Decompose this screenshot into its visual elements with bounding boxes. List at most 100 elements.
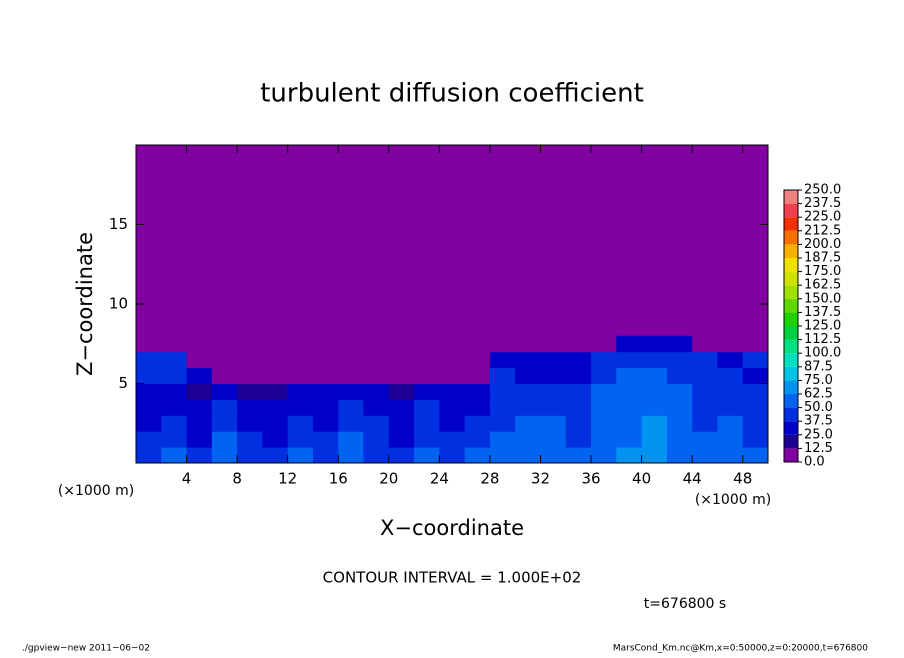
colorbar-label: 87.5 bbox=[804, 359, 833, 374]
field-cell bbox=[540, 431, 567, 448]
colorbar-label: 162.5 bbox=[804, 278, 841, 293]
field-cell bbox=[211, 335, 238, 353]
colorbar-swatch bbox=[784, 434, 798, 449]
field-cell bbox=[388, 335, 415, 353]
field-cell bbox=[464, 431, 491, 448]
field-cell bbox=[591, 335, 617, 353]
field-cell bbox=[312, 335, 339, 353]
field-cell bbox=[742, 415, 769, 432]
colorbar-swatch bbox=[784, 271, 798, 286]
field-cell bbox=[666, 399, 693, 416]
field-cell bbox=[717, 399, 744, 416]
field-cell bbox=[439, 431, 466, 448]
field-cell bbox=[692, 415, 718, 432]
field-cell bbox=[742, 447, 769, 464]
field-cell bbox=[616, 447, 643, 464]
field-cell bbox=[237, 383, 263, 400]
field-cell bbox=[515, 399, 541, 416]
field-cell bbox=[136, 351, 162, 369]
field-cell bbox=[312, 431, 339, 448]
field-cell bbox=[591, 447, 617, 464]
field-cell bbox=[388, 447, 415, 464]
field-cell bbox=[237, 431, 263, 448]
field-cell bbox=[312, 351, 339, 369]
field-cell bbox=[363, 383, 390, 400]
field-cell bbox=[666, 447, 693, 464]
field-cell bbox=[666, 383, 693, 400]
colorbar-label: 175.0 bbox=[804, 264, 841, 279]
field-cell bbox=[262, 351, 289, 369]
field-cell bbox=[591, 399, 617, 416]
y-tick-label: 5 bbox=[118, 374, 128, 392]
field-cell bbox=[338, 399, 365, 416]
field-cell bbox=[161, 399, 188, 416]
colorbar-swatch bbox=[784, 326, 798, 340]
field-cell bbox=[464, 383, 491, 400]
colorbar-label: 0.0 bbox=[804, 455, 825, 470]
field-cell bbox=[692, 367, 718, 384]
field-cell bbox=[161, 351, 188, 369]
field-cell bbox=[742, 335, 769, 353]
field-cell bbox=[414, 399, 440, 416]
field-cell bbox=[161, 367, 188, 384]
field-cell bbox=[565, 431, 592, 448]
colorbar-swatch bbox=[784, 230, 798, 245]
field-cell bbox=[338, 383, 365, 400]
field-cell bbox=[287, 367, 314, 384]
field-cell bbox=[489, 415, 516, 432]
field-cell bbox=[717, 335, 744, 353]
field-cell bbox=[565, 383, 592, 400]
field-cell bbox=[262, 383, 289, 400]
field-cell bbox=[616, 367, 643, 384]
field-cell bbox=[591, 351, 617, 369]
field-cell bbox=[161, 447, 188, 464]
field-cell bbox=[489, 447, 516, 464]
colorbar-label: 12.5 bbox=[804, 441, 833, 456]
x-tick-label: 28 bbox=[480, 470, 499, 488]
y-tick-label: 10 bbox=[109, 295, 128, 313]
field-cell bbox=[464, 367, 491, 384]
field-cell bbox=[211, 367, 238, 384]
field-cell bbox=[515, 367, 541, 384]
field-cell bbox=[515, 431, 541, 448]
field-cell bbox=[742, 431, 769, 448]
field-cell bbox=[211, 431, 238, 448]
field-cell bbox=[540, 335, 567, 353]
field-cell bbox=[666, 415, 693, 432]
field-cell bbox=[312, 367, 339, 384]
field-cell bbox=[186, 415, 213, 432]
field-cell bbox=[565, 415, 592, 432]
y-unit-label: (×1000 m) bbox=[58, 483, 134, 499]
field-cell bbox=[186, 399, 213, 416]
field-cell bbox=[641, 431, 668, 448]
colorbar-label: 150.0 bbox=[804, 291, 841, 306]
field-cell bbox=[489, 399, 516, 416]
field-cell bbox=[414, 415, 440, 432]
field-cell bbox=[363, 431, 390, 448]
field-cell bbox=[464, 415, 491, 432]
field-cell bbox=[237, 351, 263, 369]
field-cell bbox=[717, 351, 744, 369]
field-cell bbox=[161, 415, 188, 432]
field-cell bbox=[641, 383, 668, 400]
field-cell bbox=[186, 447, 213, 464]
colorbar-label: 75.0 bbox=[804, 373, 833, 388]
field-cell bbox=[388, 399, 415, 416]
field-cell bbox=[489, 383, 516, 400]
field-cell bbox=[312, 447, 339, 464]
field-cell bbox=[540, 383, 567, 400]
field-cell bbox=[464, 447, 491, 464]
field-cell bbox=[136, 447, 162, 464]
colorbar-swatch bbox=[784, 421, 798, 435]
field-cell bbox=[414, 447, 440, 464]
field-cell bbox=[211, 447, 238, 464]
field-cell bbox=[515, 351, 541, 369]
field-cell bbox=[414, 335, 440, 353]
field-cell bbox=[237, 367, 263, 384]
field-cell bbox=[262, 399, 289, 416]
field-cell bbox=[692, 383, 718, 400]
colorbar-label: 200.0 bbox=[804, 237, 841, 252]
field-cell bbox=[616, 415, 643, 432]
colorbar-swatch bbox=[784, 394, 798, 408]
